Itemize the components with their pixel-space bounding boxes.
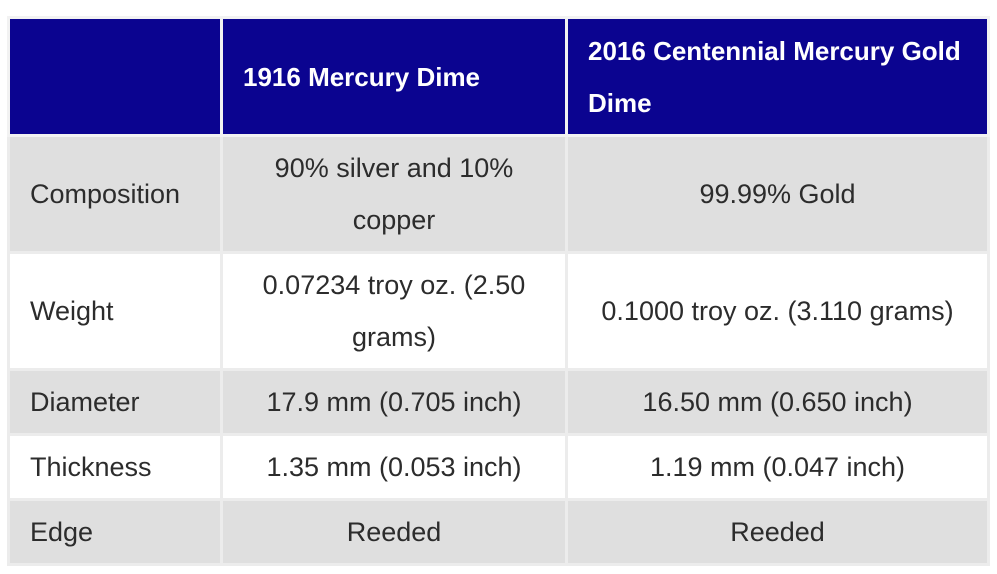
row-label: Thickness — [7, 433, 223, 501]
table-row-diameter: Diameter 17.9 mm (0.705 inch) 16.50 mm (… — [7, 368, 990, 436]
table-row-edge: Edge Reeded Reeded — [7, 498, 990, 566]
table-row-thickness: Thickness 1.35 mm (0.053 inch) 1.19 mm (… — [7, 433, 990, 501]
cell-2016: 0.1000 troy oz. (3.110 grams) — [565, 251, 990, 371]
comparison-table-container: 1916 Mercury Dime 2016 Centennial Mercur… — [7, 16, 990, 566]
cell-2016: 99.99% Gold — [565, 134, 990, 254]
header-2016-gold-dime: 2016 Centennial Mercury Gold Dime — [565, 16, 990, 137]
table-row-weight: Weight 0.07234 troy oz. (2.50 grams) 0.1… — [7, 251, 990, 371]
cell-2016: 16.50 mm (0.650 inch) — [565, 368, 990, 436]
cell-1916: 1.35 mm (0.053 inch) — [220, 433, 568, 501]
comparison-table: 1916 Mercury Dime 2016 Centennial Mercur… — [7, 16, 990, 566]
cell-1916: 17.9 mm (0.705 inch) — [220, 368, 568, 436]
cell-1916: 90% silver and 10% copper — [220, 134, 568, 254]
table-row-composition: Composition 90% silver and 10% copper 99… — [7, 134, 990, 254]
cell-2016: 1.19 mm (0.047 inch) — [565, 433, 990, 501]
header-empty-cell — [7, 16, 223, 137]
row-label: Edge — [7, 498, 223, 566]
cell-2016: Reeded — [565, 498, 990, 566]
cell-1916: Reeded — [220, 498, 568, 566]
table-header-row: 1916 Mercury Dime 2016 Centennial Mercur… — [7, 16, 990, 137]
header-1916-mercury-dime: 1916 Mercury Dime — [220, 16, 568, 137]
row-label: Weight — [7, 251, 223, 371]
row-label: Diameter — [7, 368, 223, 436]
cell-1916: 0.07234 troy oz. (2.50 grams) — [220, 251, 568, 371]
row-label: Composition — [7, 134, 223, 254]
